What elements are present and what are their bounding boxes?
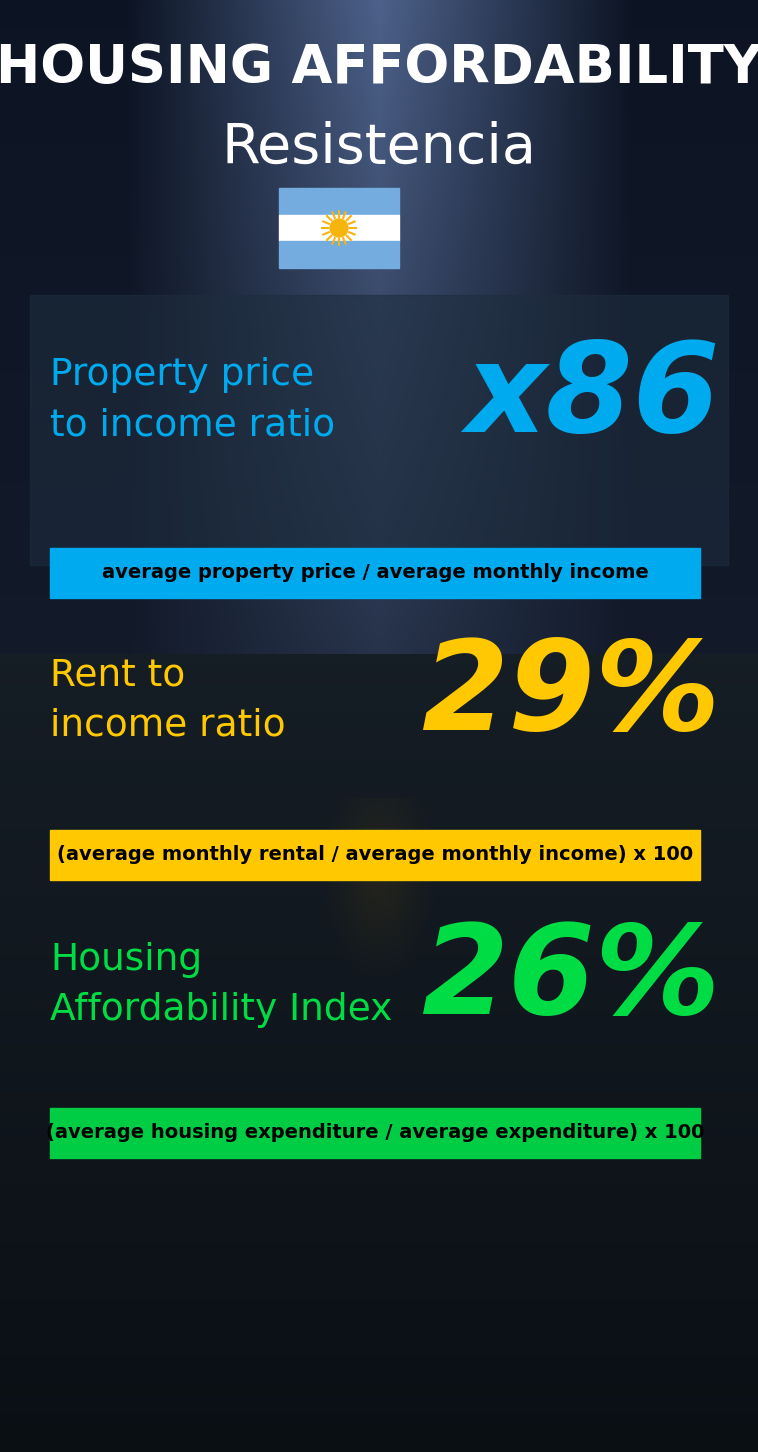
- Bar: [279, 241, 399, 269]
- Bar: [279, 215, 399, 241]
- Bar: [30, 295, 728, 565]
- Text: 29%: 29%: [421, 635, 720, 755]
- Bar: [50, 547, 700, 598]
- Bar: [50, 1108, 700, 1159]
- Bar: [279, 187, 399, 215]
- Text: 26%: 26%: [421, 919, 720, 1041]
- Text: Property price
to income ratio: Property price to income ratio: [50, 357, 335, 443]
- Text: average property price / average monthly income: average property price / average monthly…: [102, 563, 648, 582]
- Text: Rent to
income ratio: Rent to income ratio: [50, 656, 286, 743]
- Bar: [50, 831, 700, 880]
- Text: (average housing expenditure / average expenditure) x 100: (average housing expenditure / average e…: [45, 1124, 704, 1143]
- Text: (average monthly rental / average monthly income) x 100: (average monthly rental / average monthl…: [57, 845, 693, 864]
- Circle shape: [330, 219, 348, 237]
- Text: Housing
Affordability Index: Housing Affordability Index: [50, 942, 393, 1028]
- Text: Resistencia: Resistencia: [221, 121, 537, 176]
- Text: x86: x86: [465, 337, 720, 459]
- Text: HOUSING AFFORDABILITY: HOUSING AFFORDABILITY: [0, 42, 758, 94]
